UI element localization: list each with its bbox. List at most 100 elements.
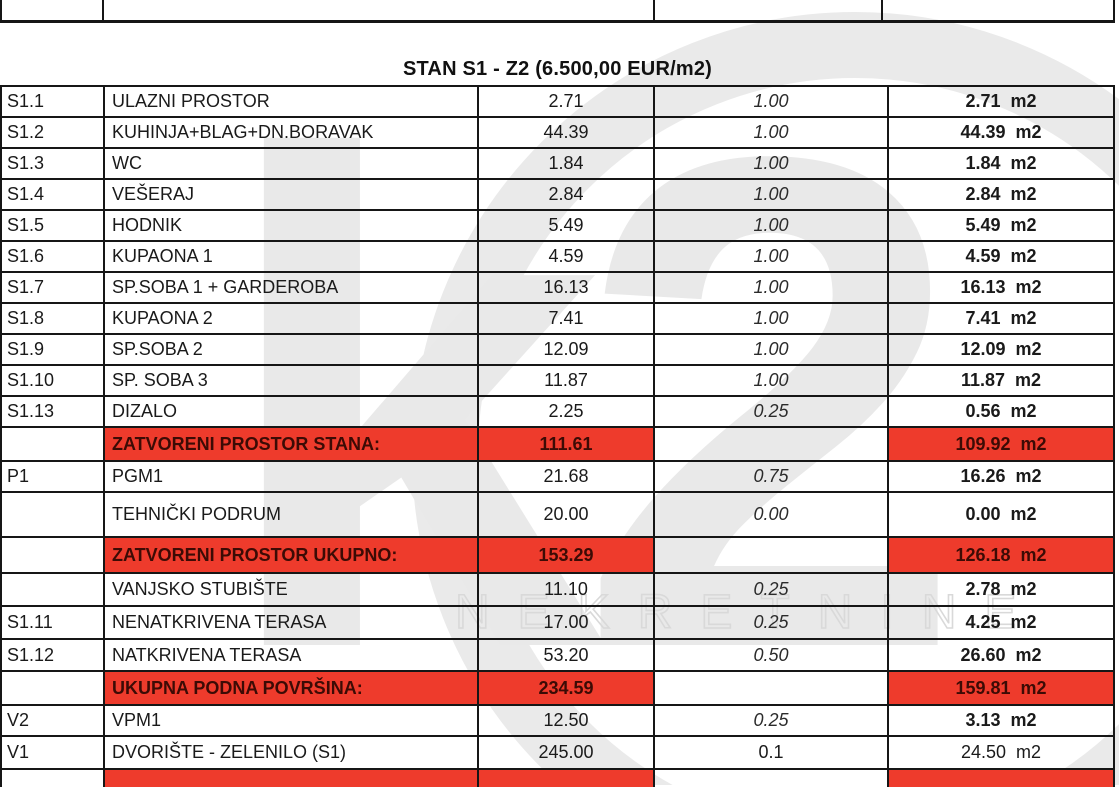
cell-code: P1 (2, 462, 105, 491)
top-table-fragment (0, 0, 1115, 23)
cell-name: NENATKRIVENA TERASA (105, 607, 479, 638)
cell-total: 7.41 m2 (965, 308, 1037, 328)
cell-name: VEŠERAJ (105, 180, 479, 209)
cell-name: VANJSKO STUBIŠTE (105, 574, 479, 605)
cell-total: 0.00 m2 (965, 504, 1037, 524)
cell-code: S1.6 (2, 242, 105, 271)
cell-code: S1.10 (2, 366, 105, 395)
cell-total: 5.49 m2 (965, 215, 1037, 235)
cell-code (2, 574, 105, 605)
cell-code: S1.1 (2, 87, 105, 116)
cell-total: 1.84 m2 (965, 153, 1037, 173)
table-row: S1.8 KUPAONA 2 7.41 1.00 7.41 m2 (2, 304, 1113, 335)
cell-code: V1 (2, 737, 105, 768)
cell-name: HODNIK (105, 211, 479, 240)
table-row: S1.6 KUPAONA 1 4.59 1.00 4.59 m2 (2, 242, 1113, 273)
cell-code: S1.3 (2, 149, 105, 178)
table-row: V1 DVORIŠTE - ZELENILO (S1) 245.00 0.1 24.50… (2, 737, 1113, 770)
area-table: S1.1 ULAZNI PROSTOR 2.71 1.00 2.71 m2 S1.2 KUH… (0, 85, 1115, 787)
cell-name: KUPAONA 1 (105, 242, 479, 271)
cell-area (479, 770, 655, 787)
cell-coef: 1.00 (655, 87, 889, 116)
cell-name: NATKRIVENA TERASA (105, 640, 479, 670)
cell-total: 4.25 m2 (965, 612, 1037, 632)
cell-coef: 1.00 (655, 242, 889, 271)
cell-code: V2 (2, 706, 105, 735)
cell-coef: 0.25 (655, 397, 889, 426)
watermark-brand-text: NEKRETNINE (455, 586, 1044, 639)
cell-total: 2.84 m2 (965, 184, 1037, 204)
cell-coef: 1.00 (655, 118, 889, 147)
cell-coef: 1.00 (655, 335, 889, 364)
table-row: UKUPNA PODNA POVRŠINA: 234.59 159.81 m2 (2, 672, 1113, 706)
cell-name: UKUPNA PODNA POVRŠINA: (105, 672, 479, 704)
cell-code (2, 493, 105, 536)
cell-name: KUPAONA 2 (105, 304, 479, 333)
table-row: S1.9 SP.SOBA 2 12.09 1.00 12.09 m2 (2, 335, 1113, 366)
cell-coef: 0.25 (655, 607, 889, 638)
title-band: STAN S1 - Z2 (6.500,00 EUR/m2) (0, 23, 1115, 85)
cell-coef: 1.00 (655, 180, 889, 209)
table-row: VANJSKO STUBIŠTE 11.10 0.25 2.78 m2 (2, 574, 1113, 607)
table-row: ZATVORENI PROSTOR STANA: 111.61 109.92 m2 (2, 428, 1113, 462)
cell-total: 24.50 m2 (960, 742, 1042, 762)
cell-coef: 0.75 (655, 462, 889, 491)
cell-total: 109.92 m2 (889, 428, 1113, 460)
table-row: P1 PGM1 21.68 0.75 16.26 m2 (2, 462, 1113, 493)
cell-coef: 1.00 (655, 211, 889, 240)
cell-total: 159.81 m2 (889, 672, 1113, 704)
cell-coef (655, 770, 889, 787)
cell-name: SP.SOBA 1 + GARDEROBA (105, 273, 479, 302)
cell-total: 126.18 m2 (889, 538, 1113, 572)
cell-total: 0.56 m2 (965, 401, 1037, 421)
cell-area: 53.20 (479, 640, 655, 670)
cell-total (889, 770, 1113, 787)
cell-area: 17.00 (479, 607, 655, 638)
cell-area: 2.84 (479, 180, 655, 209)
table-row: S1.1 ULAZNI PROSTOR 2.71 1.00 2.71 m2 (2, 87, 1113, 118)
cell-code (2, 672, 105, 704)
cell-total: 16.13 m2 (960, 277, 1042, 297)
cell-total: 26.60 m2 (960, 644, 1042, 665)
cell-coef: 0.50 (655, 640, 889, 670)
cell-code (2, 428, 105, 460)
cell-total: 2.71 m2 (965, 91, 1037, 111)
top-table-cell (883, 0, 1113, 20)
cell-code: S1.2 (2, 118, 105, 147)
cell-coef: 1.00 (655, 149, 889, 178)
cell-area: 111.61 (479, 428, 655, 460)
cell-area: 234.59 (479, 672, 655, 704)
cell-coef: 0.1 (655, 737, 889, 768)
cell-code (2, 770, 105, 787)
cell-area: 4.59 (479, 242, 655, 271)
cell-name: PGM1 (105, 462, 479, 491)
cell-coef (655, 672, 889, 704)
cell-area: 21.68 (479, 462, 655, 491)
table-row: S1.4 VEŠERAJ 2.84 1.00 2.84 m2 (2, 180, 1113, 211)
cell-name: ULAZNI PROSTOR (105, 87, 479, 116)
cell-name: DVORIŠTE - ZELENILO (S1) (105, 737, 479, 768)
cell-name (105, 770, 479, 787)
table-row: S1.2 KUHINJA+BLAG+DN.BORAVAK 44.39 1.00 44.3… (2, 118, 1113, 149)
cell-name: SP.SOBA 2 (105, 335, 479, 364)
cell-area: 16.13 (479, 273, 655, 302)
table-row: S1.7 SP.SOBA 1 + GARDEROBA 16.13 1.00 16.13 … (2, 273, 1113, 304)
table-row: TEHNIČKI PODRUM 20.00 0.00 0.00 m2 (2, 493, 1113, 538)
cell-code: S1.11 (2, 607, 105, 638)
cell-name: ZATVORENI PROSTOR UKUPNO: (105, 538, 479, 572)
cell-name: ZATVORENI PROSTOR STANA: (105, 428, 479, 460)
cell-code (2, 538, 105, 572)
cell-total: 2.78 m2 (965, 579, 1037, 599)
cell-name: WC (105, 149, 479, 178)
cell-name: VPM1 (105, 706, 479, 735)
cell-code: S1.4 (2, 180, 105, 209)
top-table-cell (104, 0, 655, 20)
cell-area: 2.71 (479, 87, 655, 116)
cell-coef (655, 428, 889, 460)
cell-code: S1.7 (2, 273, 105, 302)
table-row: S1.13 DIZALO 2.25 0.25 0.56 m2 (2, 397, 1113, 428)
cell-total: 16.26 m2 (960, 466, 1042, 486)
cell-area: 12.50 (479, 706, 655, 735)
cell-area: 245.00 (479, 737, 655, 768)
